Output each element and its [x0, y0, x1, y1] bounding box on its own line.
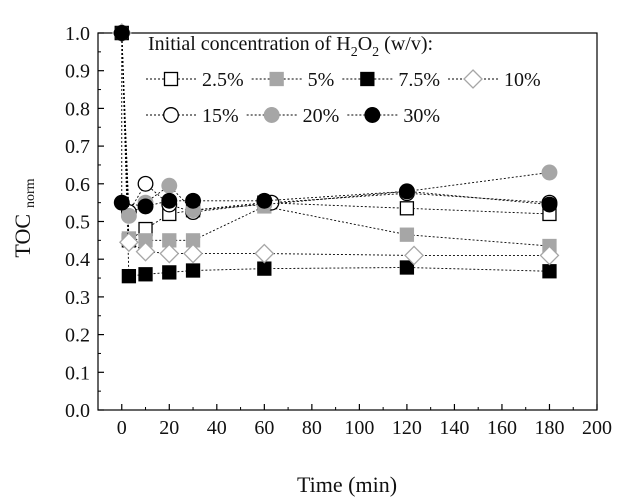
- legend-item: 20%: [246, 105, 340, 127]
- y-tick-label: 1.0: [65, 23, 90, 45]
- data-point: [161, 192, 178, 209]
- x-tick-label: 20: [159, 417, 179, 439]
- data-point: [162, 265, 177, 280]
- data-point: [399, 201, 415, 216]
- series: [113, 25, 558, 215]
- data-point: [541, 164, 558, 181]
- data-point: [161, 177, 178, 194]
- legend-label: 7.5%: [398, 69, 440, 91]
- legend-marker: [163, 107, 179, 123]
- legend-title: Initial concentration of H2O2 (w/v):: [148, 33, 433, 60]
- x-tick-label: 200: [582, 417, 612, 439]
- x-tick-label: 140: [439, 417, 469, 439]
- series: [114, 25, 557, 254]
- data-point: [183, 243, 203, 264]
- series: [114, 25, 557, 284]
- x-tick-label: 80: [302, 417, 322, 439]
- data-point: [138, 267, 153, 282]
- legend-marker: [269, 71, 284, 87]
- legend-item: 15%: [146, 105, 239, 127]
- y-axis-title-subscript: norm: [23, 178, 38, 208]
- y-tick-label: 0.3: [65, 287, 90, 309]
- legend-item: 7.5%: [342, 69, 440, 91]
- data-point: [404, 245, 424, 266]
- x-tick-label: 40: [207, 417, 227, 439]
- data-point: [541, 196, 558, 213]
- x-axis-title: Time (min): [297, 472, 397, 497]
- legend-item: 2.5%: [146, 69, 244, 91]
- x-tick-label: 160: [487, 417, 517, 439]
- x-tick-label: 0: [117, 417, 127, 439]
- data-point: [185, 192, 201, 209]
- y-tick-label: 0.6: [65, 174, 90, 196]
- y-tick-label: 0.2: [65, 325, 90, 347]
- y-tick-label: 0.4: [65, 249, 90, 271]
- data-point: [257, 261, 272, 276]
- data-point: [159, 243, 180, 264]
- y-tick-label: 0.5: [65, 212, 90, 234]
- data-point: [256, 192, 273, 209]
- legend-item: 10%: [448, 69, 541, 91]
- legend-marker: [163, 71, 179, 87]
- data-point: [399, 227, 415, 242]
- series-layer: [111, 23, 560, 284]
- legend-marker: [364, 107, 381, 123]
- legend-label: 5%: [308, 69, 335, 91]
- x-tick-label: 100: [344, 417, 374, 439]
- data-point: [398, 183, 415, 200]
- data-point: [254, 243, 275, 264]
- legend-item: 30%: [347, 105, 440, 127]
- legend-item: 5%: [251, 69, 335, 91]
- x-tick-label: 180: [534, 417, 564, 439]
- series: [111, 23, 560, 266]
- data-point: [185, 263, 201, 278]
- data-point: [399, 260, 415, 275]
- y-tick-label: 0.8: [65, 98, 90, 120]
- x-tick-label: 60: [254, 417, 274, 439]
- legend-marker: [360, 71, 375, 87]
- axis-titles: Time (min) TOC norm: [10, 178, 397, 497]
- series: [114, 25, 557, 248]
- data-point: [137, 175, 154, 192]
- data-point: [135, 241, 156, 262]
- legend: Initial concentration of H2O2 (w/v): 2.5…: [146, 33, 541, 127]
- x-tick-label: 120: [392, 417, 422, 439]
- y-tick-label: 0.9: [65, 61, 90, 83]
- legend-label: 20%: [303, 105, 340, 127]
- y-tick-label: 0.7: [65, 136, 90, 158]
- legend-marker: [463, 69, 483, 89]
- data-point: [120, 207, 137, 224]
- data-point: [121, 269, 137, 284]
- y-axis-title: TOC norm: [10, 178, 38, 257]
- series-line: [121, 32, 550, 256]
- y-tick-label: 0.0: [65, 400, 90, 422]
- y-axis-title-main: TOC: [10, 214, 35, 258]
- data-point: [542, 264, 557, 279]
- legend-marker: [263, 107, 280, 123]
- data-point: [137, 198, 154, 215]
- legend-label: 2.5%: [202, 69, 244, 91]
- legend-label: 15%: [202, 105, 239, 127]
- series-line: [121, 32, 550, 277]
- data-point: [113, 25, 130, 41]
- y-tick-label: 0.1: [65, 362, 90, 384]
- data-point: [539, 245, 560, 266]
- legend-label: 10%: [504, 69, 541, 91]
- legend-label: 30%: [403, 105, 440, 127]
- data-point: [113, 194, 130, 211]
- axes-layer: 0 20 40 60 80 100 120 140 160 180 200 0.0 0.1 0.2 0.3 0…: [65, 23, 612, 439]
- data-point: [118, 232, 139, 253]
